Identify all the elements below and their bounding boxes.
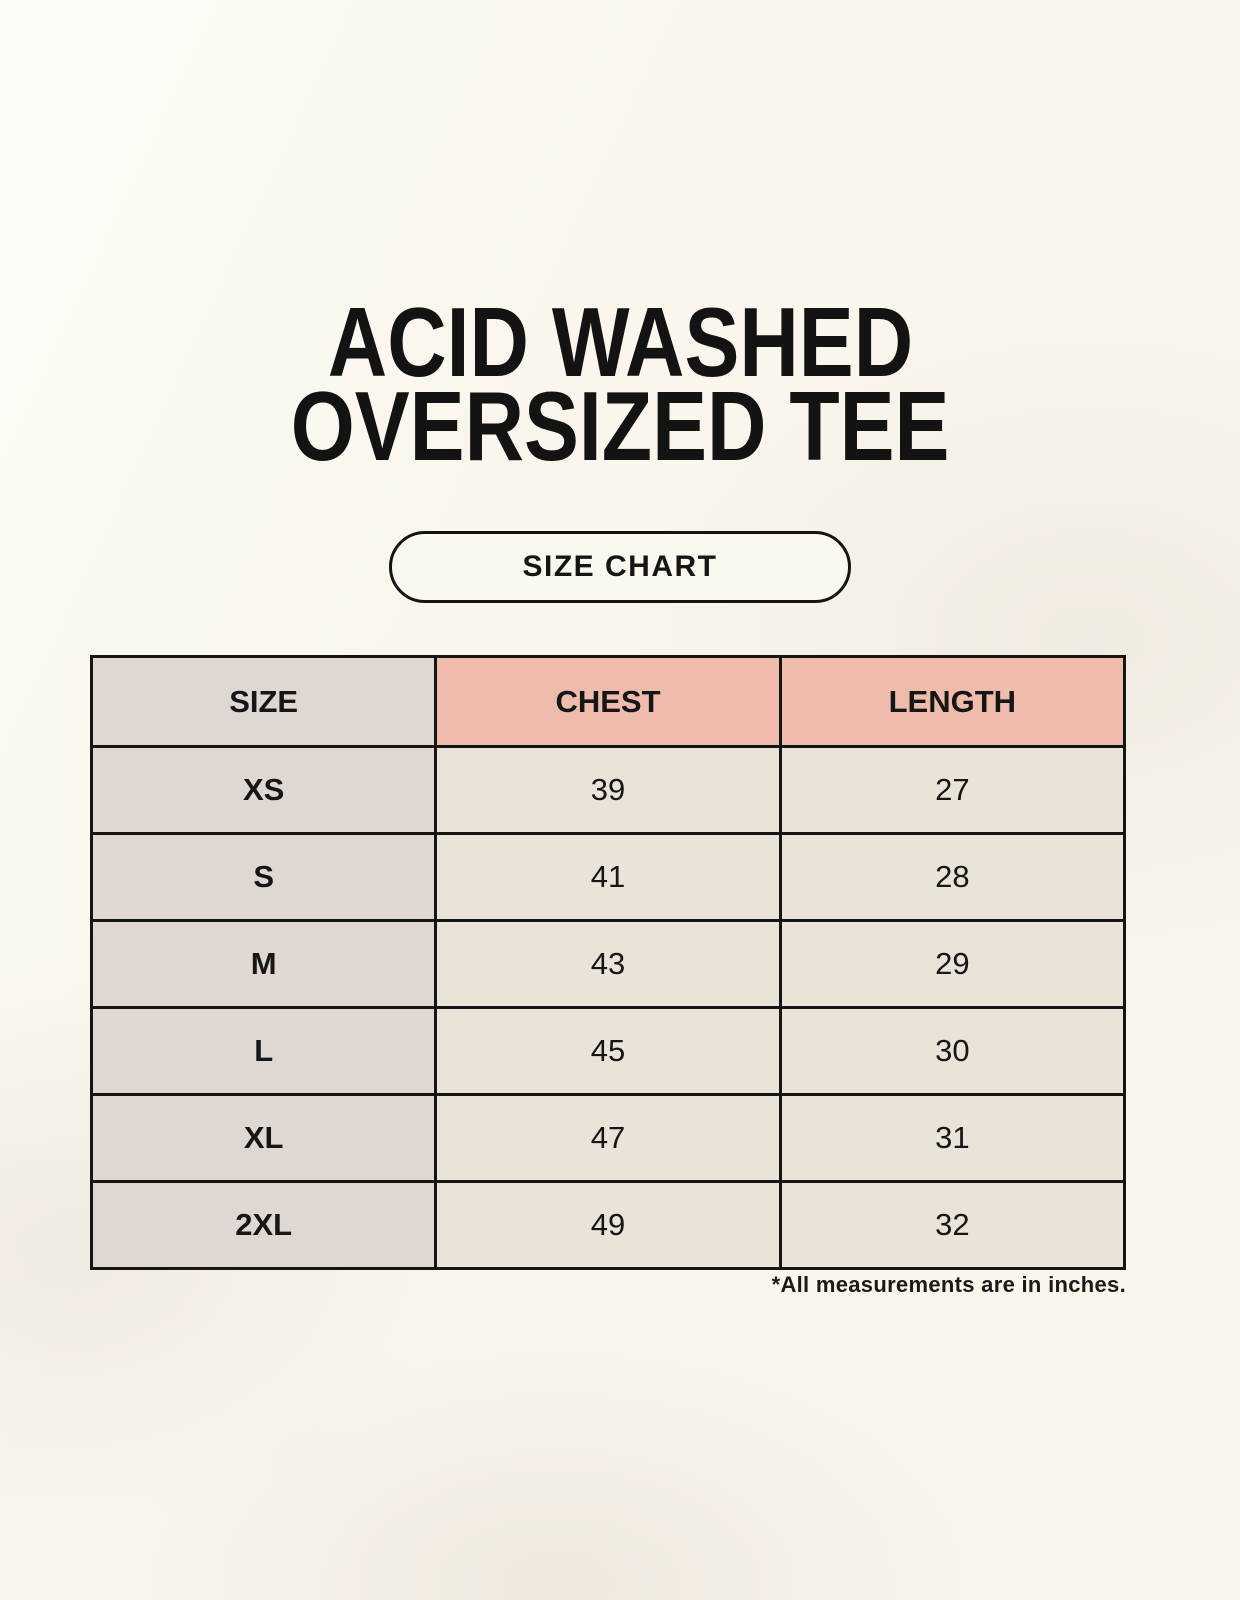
size-cell: L [89,1006,438,1096]
table-row-xs: XS 39 27 [89,745,1127,835]
measurements-footnote: *All measurements are in inches. [771,1272,1126,1297]
length-cell: 31 [778,1093,1127,1183]
chest-cell: 45 [434,1006,782,1096]
chest-cell: 43 [434,919,782,1009]
table-row-m: M 43 29 [89,919,1127,1009]
col-header-size: SIZE [89,655,438,748]
col-header-chest: CHEST [434,655,782,748]
size-chart-table: SIZE CHEST LENGTH XS 39 27 S 41 28 M 43 … [89,655,1127,1270]
page-title: ACID WASHED OVERSIZED TEE [0,287,1240,481]
table-row-xl: XL 47 31 [89,1093,1127,1183]
length-cell: 28 [778,832,1127,922]
size-chart-badge-label: SIZE CHART [522,550,718,583]
chest-cell: 49 [434,1180,782,1270]
size-cell: XS [89,745,438,835]
size-cell: 2XL [89,1180,438,1270]
size-cell: XL [89,1093,438,1183]
length-cell: 29 [778,919,1127,1009]
length-cell: 30 [778,1006,1127,1096]
table-row-l: L 45 30 [89,1006,1127,1096]
chest-cell: 47 [434,1093,782,1183]
chest-cell: 41 [434,832,782,922]
length-cell: 32 [778,1180,1127,1270]
length-cell: 27 [778,745,1127,835]
chest-cell: 39 [434,745,782,835]
size-chart-badge: SIZE CHART [389,531,851,603]
size-cell: M [89,919,438,1009]
page-title-line2: OVERSIZED TEE [290,371,950,481]
table-header-row: SIZE CHEST LENGTH [89,655,1127,748]
size-cell: S [89,832,438,922]
table-row-s: S 41 28 [89,832,1127,922]
page-title-line1: ACID WASHED [327,287,913,397]
table-row-2xl: 2XL 49 32 [89,1180,1127,1270]
col-header-length: LENGTH [778,655,1127,748]
